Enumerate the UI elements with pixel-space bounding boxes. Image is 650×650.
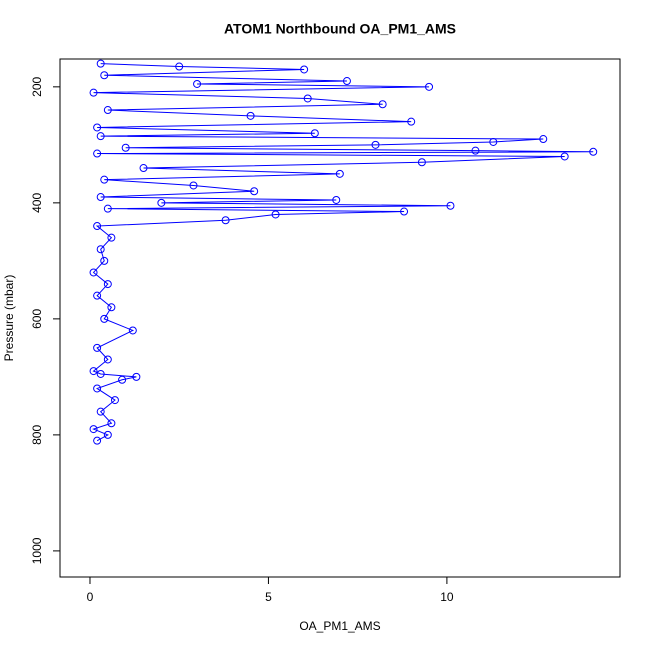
point (489, 137, 498, 146)
point (96, 407, 105, 416)
point (189, 181, 198, 190)
point (400, 207, 409, 216)
point (96, 193, 105, 202)
point (250, 187, 259, 196)
point (407, 117, 416, 126)
point (93, 123, 102, 132)
point (128, 326, 137, 335)
point (96, 369, 105, 378)
point (93, 436, 102, 445)
point (103, 430, 112, 439)
y-axis-label: Pressure (mbar) (2, 275, 16, 362)
plot-frame (59, 58, 621, 578)
chart-title: ATOM1 Northbound OA_PM1_AMS (224, 21, 456, 37)
point (132, 372, 141, 381)
point (96, 245, 105, 254)
point (471, 146, 480, 155)
point (100, 71, 109, 80)
point (100, 175, 109, 184)
point (103, 204, 112, 213)
point (89, 367, 98, 376)
y-tick-label: 400 (30, 193, 44, 213)
point (110, 396, 119, 405)
point (425, 82, 434, 91)
x-axis-label: OA_PM1_AMS (299, 619, 380, 633)
point (193, 79, 202, 88)
point (371, 140, 380, 149)
point (139, 164, 148, 173)
point (378, 100, 387, 109)
point (93, 291, 102, 300)
point (89, 425, 98, 434)
point (335, 169, 344, 178)
point (89, 268, 98, 277)
point (175, 62, 184, 71)
point (118, 375, 127, 384)
point (89, 88, 98, 97)
series-line (92, 63, 594, 442)
point (100, 314, 109, 323)
y-tick-label: 600 (30, 309, 44, 329)
x-tick-label: 10 (440, 590, 454, 604)
point (103, 355, 112, 364)
point (303, 94, 312, 103)
point (157, 198, 166, 207)
y-tick-label: 1000 (30, 537, 44, 564)
y-tick-label: 200 (30, 77, 44, 97)
point (300, 65, 309, 74)
point (539, 135, 548, 144)
point (246, 111, 255, 120)
point (221, 216, 230, 225)
x-tick-label: 0 (87, 590, 94, 604)
point (271, 210, 280, 219)
point (342, 77, 351, 86)
point (560, 152, 569, 161)
point (93, 343, 102, 352)
point (589, 147, 598, 156)
point (310, 129, 319, 138)
point (107, 303, 116, 312)
point (103, 106, 112, 115)
point (100, 256, 109, 265)
x-tick-label: 5 (265, 590, 272, 604)
point (332, 195, 341, 204)
y-tick-label: 800 (30, 425, 44, 445)
point (96, 132, 105, 141)
point (417, 158, 426, 167)
point (93, 149, 102, 158)
point (107, 233, 116, 242)
point (107, 419, 116, 428)
point (93, 222, 102, 231)
point (446, 201, 455, 210)
point (96, 59, 105, 68)
point (103, 280, 112, 289)
point (121, 143, 130, 152)
point (93, 384, 102, 393)
